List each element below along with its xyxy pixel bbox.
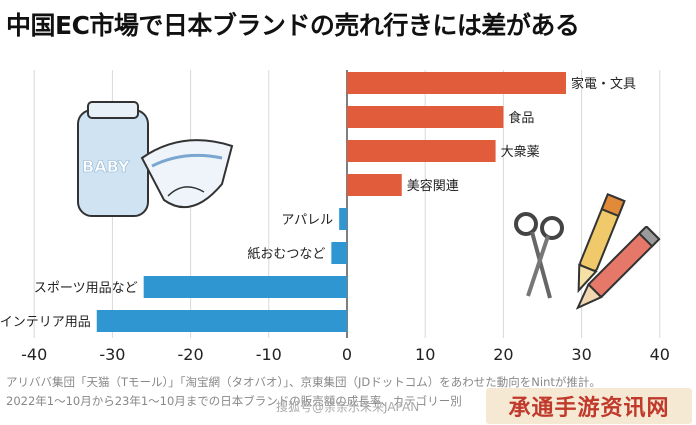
category-label: 美容関連: [407, 178, 459, 194]
bar-0: [347, 72, 566, 94]
bar-5: [331, 242, 347, 264]
x-tick-label: 20: [493, 345, 513, 364]
category-label: 家電・文具: [571, 76, 636, 92]
category-label: アパレル: [281, 213, 333, 228]
page-title: 中国EC市場で日本ブランドの売れ行きには差がある: [6, 11, 580, 40]
pen-icon: [577, 193, 626, 294]
x-tick-label: 10: [415, 345, 435, 364]
baby-diaper-icon: BABY: [77, 101, 234, 217]
x-tick-labels: -40 -30 -20 -10 0 10 20 30 40: [21, 345, 670, 364]
x-tick-label: -10: [256, 345, 282, 364]
x-tick-label: -30: [99, 345, 125, 364]
scissors-icon: [514, 212, 564, 299]
bar-2: [347, 140, 496, 162]
footnote: アリババ集団「天猫（Tモール）」「淘宝網（タオバオ）」、京東集団（JDドットコム…: [6, 373, 601, 411]
x-tick-label: 30: [571, 345, 591, 364]
footnote-line-2: 2022年1～10月から23年1～10月までの日本ブランドの販売額の成長率、カテ…: [6, 394, 462, 408]
bar-3: [347, 174, 402, 196]
category-label: 大衆薬: [501, 144, 540, 160]
bar-6: [143, 276, 347, 298]
category-label: 紙おむつなど: [247, 247, 325, 262]
category-label: インテリア用品: [0, 315, 91, 330]
pencil-icon: [575, 226, 661, 310]
x-tick-label: -40: [21, 345, 47, 364]
watermark: 承通手游资讯网: [486, 388, 692, 424]
category-label: スポーツ用品など: [34, 281, 138, 296]
bars: [96, 72, 566, 332]
footnote-line-1: アリババ集団「天猫（Tモール）」「淘宝網（タオバオ）」、京東集団（JDドットコム…: [6, 375, 601, 389]
svg-text:BABY: BABY: [82, 157, 130, 176]
credit-text: 搜狐号@亲亲乐未来JAPAN: [276, 400, 420, 414]
bar-1: [347, 106, 504, 128]
x-tick-label: 40: [650, 345, 670, 364]
x-tick-label: -20: [178, 345, 204, 364]
category-label: 食品: [508, 110, 534, 126]
bar-4: [339, 208, 347, 230]
bar-7: [96, 310, 347, 332]
x-tick-label: 0: [342, 345, 352, 364]
